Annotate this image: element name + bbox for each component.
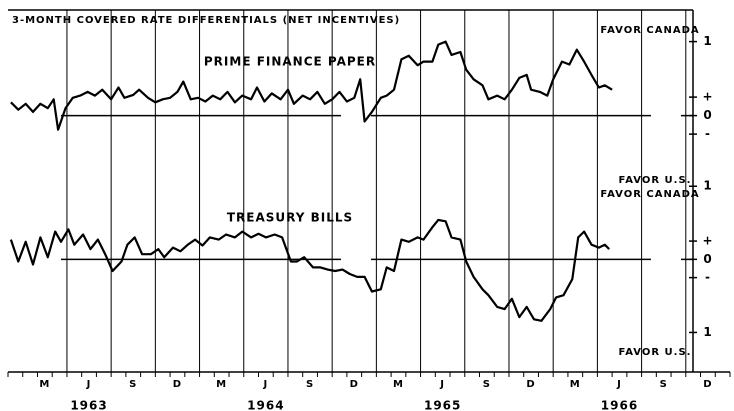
x-tick-label: D xyxy=(173,379,182,390)
panel-label: TREASURY BILLS xyxy=(227,211,353,225)
y-tick-label: - xyxy=(705,270,711,284)
year-label: 1965 xyxy=(424,399,461,411)
y-tick-label: 0 xyxy=(703,108,712,122)
x-tick-label: D xyxy=(703,379,712,390)
year-label: 1964 xyxy=(247,399,284,411)
x-tick-label: M xyxy=(216,379,227,390)
x-tick-label: S xyxy=(483,379,491,390)
y-tick-label: + xyxy=(702,234,713,248)
year-label: 1963 xyxy=(70,399,107,411)
x-tick-label: M xyxy=(570,379,581,390)
favor-bottom: FAVOR U.S. xyxy=(619,175,692,186)
x-tick-label: J xyxy=(616,379,622,390)
x-tick-label: D xyxy=(526,379,535,390)
y-tick-label: 1 xyxy=(703,34,712,48)
y-tick-label: + xyxy=(702,90,713,104)
panel-label: PRIME FINANCE PAPER xyxy=(204,55,376,69)
year-label: 1966 xyxy=(601,399,638,411)
y-tick-label: 0 xyxy=(703,252,712,266)
favor-bottom: FAVOR U.S. xyxy=(619,347,692,358)
favor-top: FAVOR CANADA xyxy=(600,25,699,36)
x-tick-label: M xyxy=(39,379,50,390)
x-tick-label: S xyxy=(129,379,137,390)
x-tick-label: S xyxy=(306,379,314,390)
y-tick-label: - xyxy=(705,127,711,141)
chart-title: 3-MONTH COVERED RATE DIFFERENTIALS (NET … xyxy=(12,15,400,26)
x-tick-label: J xyxy=(262,379,268,390)
series-line xyxy=(10,40,613,131)
x-tick-label: S xyxy=(660,379,668,390)
x-tick-label: J xyxy=(439,379,445,390)
x-tick-label: D xyxy=(350,379,359,390)
y-tick-label: 1 xyxy=(703,325,712,339)
favor-top: FAVOR CANADA xyxy=(600,189,699,200)
series-line xyxy=(9,218,610,322)
x-tick-label: M xyxy=(393,379,404,390)
y-tick-label: 1 xyxy=(703,179,712,193)
x-tick-label: J xyxy=(86,379,92,390)
